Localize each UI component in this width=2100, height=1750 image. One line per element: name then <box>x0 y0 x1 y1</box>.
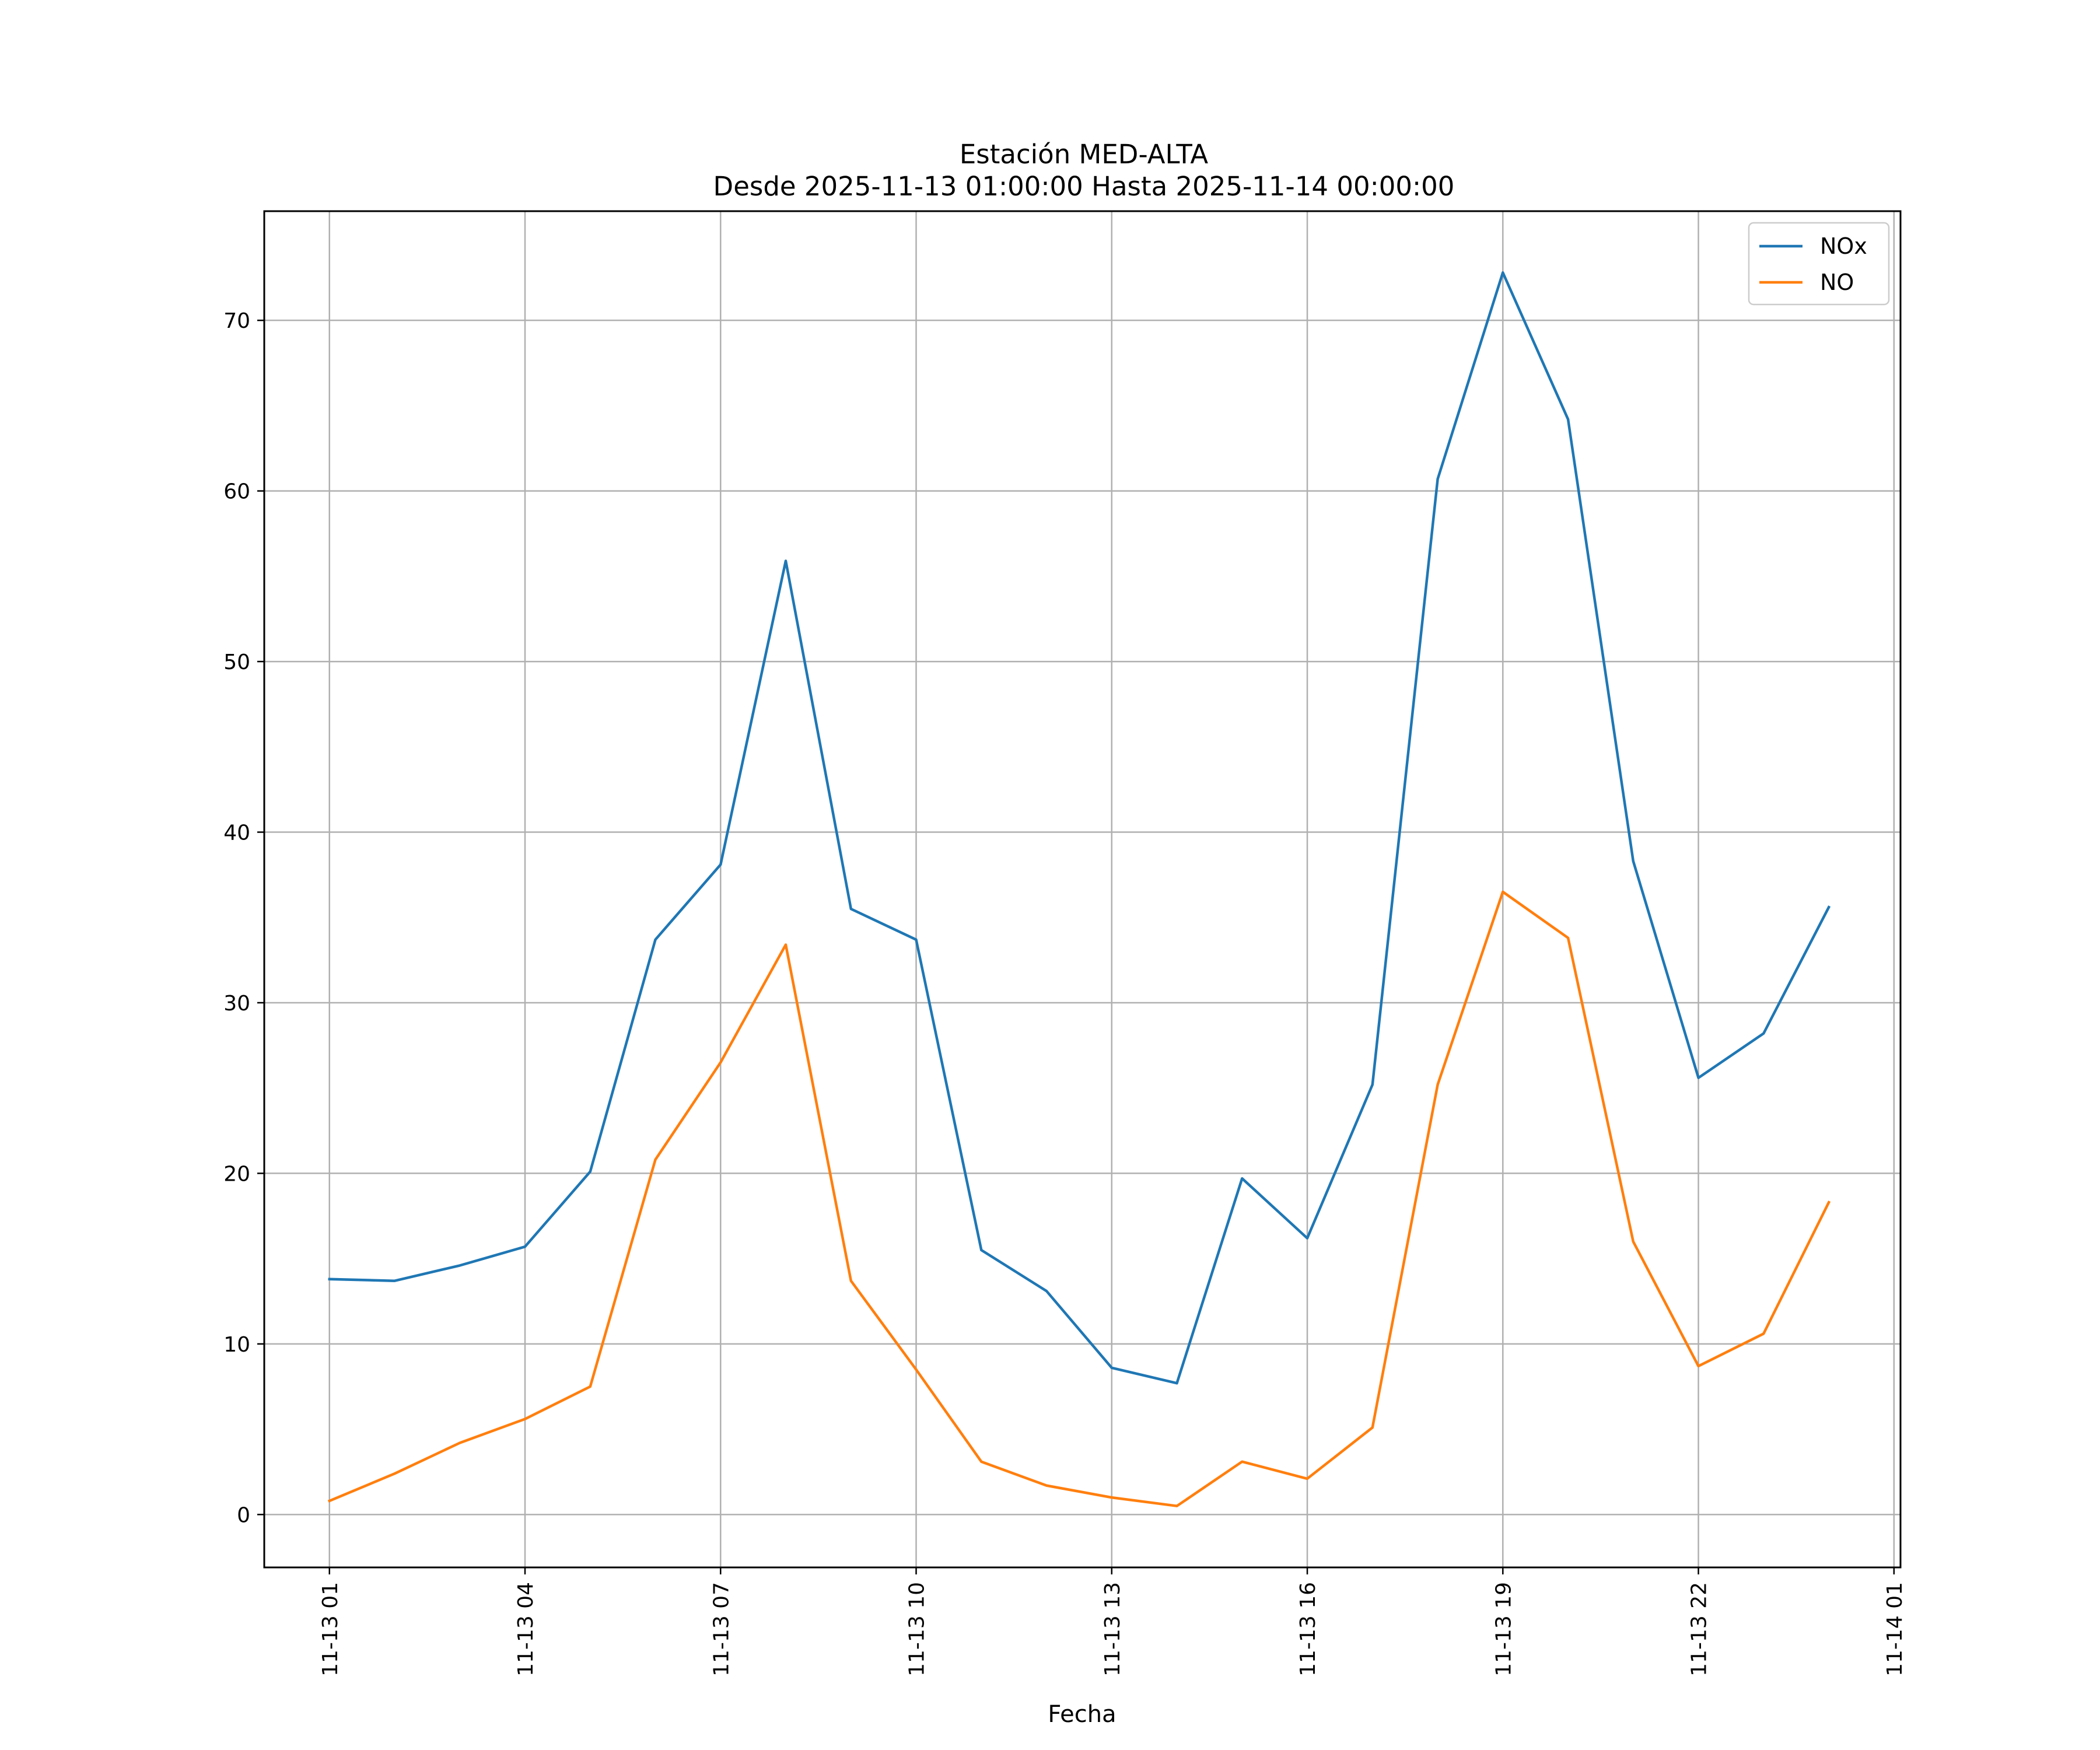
axis-ticks: 11-13 01 11-13 04 11-13 07 11-13 10 11-13 13… <box>223 309 1907 1676</box>
legend-label-nox: NOx <box>1820 233 1867 259</box>
x-tick-label: 11-13 10 <box>905 1582 929 1676</box>
x-axis-label: Fecha <box>1048 1701 1116 1728</box>
y-tick-label: 60 <box>223 480 250 504</box>
y-tick-label: 50 <box>223 650 250 674</box>
y-tick-label: 30 <box>223 992 250 1016</box>
x-tick-label: 11-13 16 <box>1296 1582 1320 1676</box>
chart-title: Estación MED-ALTA <box>960 139 1209 170</box>
y-tick-label: 20 <box>223 1162 250 1186</box>
y-tick-label: 70 <box>223 309 250 333</box>
legend-label-no: NO <box>1820 270 1854 295</box>
x-tick-label: 11-13 22 <box>1688 1582 1712 1676</box>
series-line-no <box>327 890 1831 1507</box>
x-tick-label: 11-13 04 <box>514 1582 538 1676</box>
legend: NOx NO <box>1748 222 1890 306</box>
legend-box <box>1748 222 1890 306</box>
plot-series <box>327 271 1831 1507</box>
series-line-nox <box>328 271 1831 1385</box>
plot-frame <box>263 210 1902 1569</box>
chart-subtitle: Desde 2025-11-13 01:00:00 Hasta 2025-11-… <box>713 171 1455 202</box>
x-tick-label: 11-13 19 <box>1492 1582 1516 1676</box>
x-tick-label: 11-13 13 <box>1101 1582 1125 1676</box>
y-tick-label: 0 <box>237 1503 250 1527</box>
x-tick-label: 11-13 01 <box>318 1582 342 1676</box>
y-tick-label: 10 <box>223 1333 250 1357</box>
y-tick-label: 40 <box>223 821 250 845</box>
x-tick-label: 11-13 07 <box>709 1582 733 1676</box>
x-tick-label: 11-14 01 <box>1883 1582 1907 1676</box>
grid <box>264 211 1901 1567</box>
